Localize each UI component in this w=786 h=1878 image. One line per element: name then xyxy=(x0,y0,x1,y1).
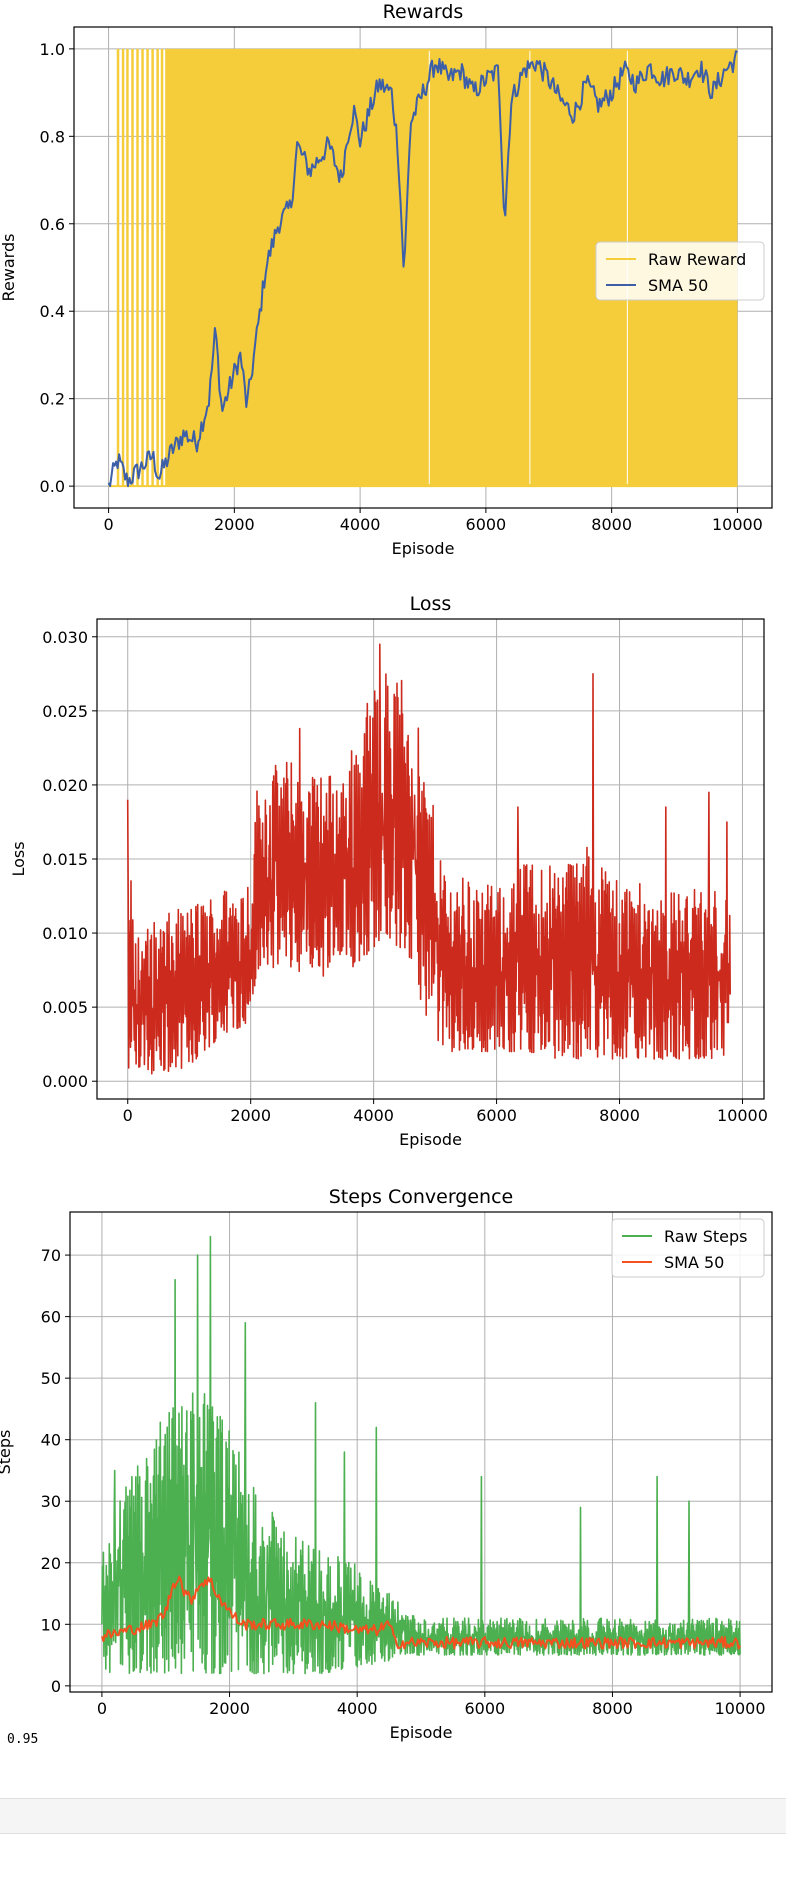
y-tick-label: 50 xyxy=(41,1369,61,1388)
chart-title: Loss xyxy=(410,593,452,615)
y-axis-label: Steps xyxy=(0,1430,14,1475)
y-tick-label: 70 xyxy=(41,1246,61,1265)
series-sma-50 xyxy=(100,1575,741,1650)
sma-50-line xyxy=(107,50,738,488)
sma-50-line xyxy=(100,1575,741,1650)
x-tick-label: 0 xyxy=(123,1106,133,1125)
x-axis-label: Episode xyxy=(399,1130,462,1149)
y-tick-label: 0.000 xyxy=(42,1072,88,1091)
plot-frame xyxy=(69,1211,773,1693)
y-tick-label: 0.4 xyxy=(40,302,65,321)
y-tick-label: 40 xyxy=(41,1431,61,1450)
y-tick-label: 0 xyxy=(51,1677,61,1696)
plot-frame xyxy=(96,618,765,1100)
x-tick-label: 0 xyxy=(103,515,113,534)
plot-area xyxy=(126,643,731,1075)
charts-figure: 0 2000 4000 6000 8000 100000.00.20.40.60.81.0… xyxy=(0,1,773,1742)
y-tick-label: 0.010 xyxy=(42,924,88,943)
x-tick-label: 0 xyxy=(97,1699,107,1718)
x-tick-label: 4000 xyxy=(337,1699,378,1718)
legend-entry-label: Raw Steps xyxy=(664,1227,748,1246)
y-tick-label: 0.025 xyxy=(42,702,88,721)
legend: Raw Reward SMA 50 xyxy=(595,241,765,301)
legend-box xyxy=(595,241,765,301)
y-tick-label: 0.020 xyxy=(42,776,88,795)
x-tick-label: 6000 xyxy=(464,1699,505,1718)
y-tick-label: 0.005 xyxy=(42,998,88,1017)
x-tick-label: 8000 xyxy=(592,1699,633,1718)
legend-entry-label: Raw Reward xyxy=(648,250,746,269)
grid: 0 2000 4000 6000 8000 10000 0.000 0.005 0.010 0.0… xyxy=(42,619,768,1125)
y-tick-label: 60 xyxy=(41,1308,61,1327)
y-tick-label: 1.0 xyxy=(40,40,65,59)
raw-series-line xyxy=(126,643,731,1075)
y-tick-label: 0.0 xyxy=(40,477,65,496)
y-tick-label: 20 xyxy=(41,1554,61,1573)
chart-steps: 0 2000 4000 6000 8000 10000 0 10 20 30 40 50 60 70 Ste… xyxy=(0,1186,773,1742)
chart-title: Steps Convergence xyxy=(329,1186,513,1208)
x-tick-label: 4000 xyxy=(353,1106,394,1125)
x-tick-label: 10000 xyxy=(712,515,763,534)
x-tick-label: 4000 xyxy=(340,515,381,534)
x-tick-label: 8000 xyxy=(599,1106,640,1125)
x-tick-label: 2000 xyxy=(209,1699,250,1718)
x-tick-label: 6000 xyxy=(476,1106,517,1125)
y-axis-label: Rewards xyxy=(0,234,18,302)
y-tick-label: 10 xyxy=(41,1615,61,1634)
legend-entry-label: SMA 50 xyxy=(664,1253,724,1272)
chart-rewards: 0 2000 4000 6000 8000 10000 0.0 0.2 0.4 0.6 0.8 1.0… xyxy=(0,1,773,558)
y-tick-label: 0.030 xyxy=(42,628,88,647)
raw-series-line xyxy=(101,1235,741,1675)
x-axis-label: Episode xyxy=(390,1723,453,1742)
x-axis-label: Episode xyxy=(392,539,455,558)
legend: Raw Steps SMA 50 xyxy=(611,1218,765,1278)
y-tick-label: 0.8 xyxy=(40,127,65,146)
series-loss xyxy=(126,643,731,1075)
plot-frame xyxy=(73,26,773,509)
x-tick-label: 2000 xyxy=(214,515,255,534)
x-tick-label: 6000 xyxy=(466,515,507,534)
y-tick-label: 30 xyxy=(41,1492,61,1511)
x-tick-label: 10000 xyxy=(715,1699,766,1718)
chart-title: Rewards xyxy=(383,1,464,23)
series-raw-steps xyxy=(101,1235,741,1675)
x-tick-label: 8000 xyxy=(591,515,632,534)
y-tick-label: 0.2 xyxy=(40,390,65,409)
y-tick-label: 0.6 xyxy=(40,215,65,234)
plot-area xyxy=(100,1235,741,1675)
y-axis-label: Loss xyxy=(9,841,28,876)
cell-output-text: 0.95 xyxy=(7,1732,39,1747)
next-notebook-cell[interactable] xyxy=(0,1798,786,1834)
chart-loss: 0 2000 4000 6000 8000 10000 0.000 0.005 0.010 0.0… xyxy=(9,593,768,1149)
x-tick-label: 10000 xyxy=(717,1106,768,1125)
series-sma-50 xyxy=(107,50,738,488)
x-tick-label: 2000 xyxy=(230,1106,271,1125)
y-tick-label: 0.015 xyxy=(42,850,88,869)
legend-entry-label: SMA 50 xyxy=(648,276,708,295)
